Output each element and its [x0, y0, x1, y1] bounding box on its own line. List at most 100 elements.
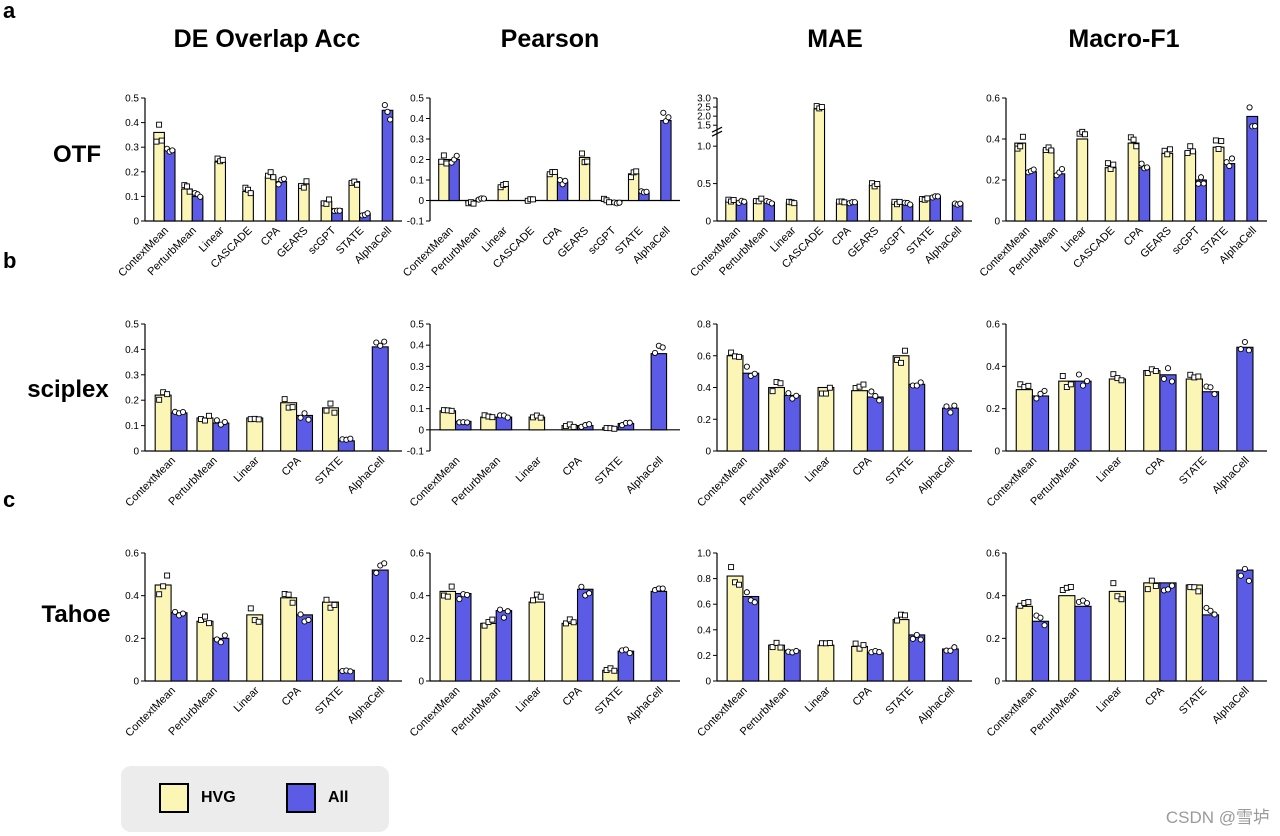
replicate-marker-hvg [270, 174, 277, 181]
replicate-marker-hvg [777, 380, 784, 387]
y-tick-label: 0.4 [410, 591, 424, 602]
replicate-marker-all [1251, 123, 1259, 130]
bar-hvg-cpa [851, 390, 868, 452]
replicate-marker-all [1058, 166, 1066, 173]
replicate-marker-hvg [285, 591, 292, 598]
replicate-marker-all [626, 419, 633, 426]
replicate-marker-hvg [822, 390, 829, 397]
y-tick-label: 2.5 [697, 103, 711, 114]
category-label-alphacell: AlphaCell [1210, 685, 1252, 727]
replicate-marker-all [751, 599, 758, 606]
replicate-marker-hvg [894, 617, 901, 624]
replicate-marker-hvg [1104, 160, 1111, 167]
replicate-marker-hvg [1025, 599, 1032, 606]
bar-hvg-cpa [561, 622, 579, 682]
replicate-marker-all [1200, 180, 1207, 187]
replicate-marker-hvg [791, 200, 798, 207]
y-tick-label: 0.3 [125, 143, 139, 154]
replicate-marker-all [1168, 582, 1176, 589]
replicate-marker-all [917, 636, 924, 643]
legend: HVG All [121, 766, 389, 832]
replicate-marker-hvg [1189, 148, 1196, 155]
bar-all-alphacell [371, 569, 389, 682]
bar-hvg-cpa [1143, 370, 1161, 452]
replicate-marker-hvg [156, 121, 163, 128]
bar-all-perturbmean [1074, 605, 1092, 682]
replicate-marker-hvg [444, 593, 451, 600]
replicate-marker-all [297, 414, 304, 421]
replicate-marker-hvg [1130, 136, 1137, 143]
replicate-marker-hvg [331, 409, 338, 416]
bar-hvg-linear [1108, 378, 1127, 452]
bar-hvg-cpa [280, 597, 298, 682]
replicate-marker-all [305, 416, 312, 423]
replicate-marker-hvg [1152, 368, 1159, 375]
bar-all-contextmean [1031, 620, 1050, 682]
replicate-marker-all [464, 419, 471, 426]
replicate-marker-all [1195, 180, 1202, 187]
replicate-marker-all [793, 392, 800, 399]
replicate-marker-hvg [331, 601, 338, 608]
bar-hvg-linear [817, 386, 835, 452]
y-tick-label: 0 [705, 217, 711, 228]
replicate-marker-hvg [1167, 146, 1173, 153]
category-label-scgpt: scGPT [306, 224, 338, 256]
replicate-marker-hvg [736, 353, 742, 360]
replicate-marker-hvg [730, 196, 737, 203]
bar-hvg-cpa [1127, 142, 1140, 222]
replicate-marker-hvg [924, 195, 931, 202]
replicate-marker-hvg [300, 184, 307, 191]
bar-all-state [1201, 391, 1220, 452]
bar-all-contextmean [742, 595, 760, 682]
metric-title-pearson: Pearson [500, 25, 600, 53]
category-label-state: STATE [593, 685, 625, 717]
replicate-marker-all [364, 210, 371, 217]
replicate-marker-all [659, 585, 666, 592]
replicate-marker-hvg [156, 396, 163, 403]
bar-hvg-state [892, 355, 910, 452]
bar-all-contextmean [163, 149, 176, 222]
replicate-marker-hvg [611, 667, 618, 674]
replicate-marker-hvg [1082, 131, 1088, 138]
replicate-marker-hvg [1059, 372, 1066, 379]
replicate-marker-hvg [769, 388, 776, 395]
replicate-marker-hvg [826, 384, 833, 391]
y-tick-label: 0.2 [410, 634, 424, 645]
replicate-marker-all [586, 421, 593, 428]
replicate-marker-hvg [281, 396, 288, 403]
replicate-marker-hvg [448, 407, 455, 414]
category-label-state: STATE [883, 455, 915, 487]
replicate-marker-hvg [247, 190, 254, 197]
replicate-marker-all [387, 116, 394, 123]
y-tick-label: 0.6 [697, 351, 711, 362]
replicate-marker-hvg [562, 620, 569, 627]
y-tick-label: 0.6 [125, 549, 139, 560]
replicate-marker-hvg [438, 158, 445, 165]
replicate-marker-all [1041, 387, 1048, 394]
replicate-marker-all [500, 614, 507, 621]
replicate-marker-hvg [570, 423, 577, 430]
replicate-marker-all [851, 199, 858, 206]
category-label-gears: GEARS [275, 225, 311, 261]
replicate-marker-hvg [303, 178, 310, 185]
replicate-marker-hvg [1048, 147, 1055, 154]
replicate-marker-all [1226, 162, 1233, 170]
legend-label-hvg: HVG [201, 789, 236, 806]
replicate-marker-all [172, 608, 179, 615]
y-tick-label: 1.0 [697, 549, 711, 560]
y-tick-label: 0.1 [410, 176, 424, 187]
chart-otf-pearson: -0.100.10.20.30.40.5ContextMeanPerturbMe… [401, 94, 680, 279]
bar-hvg-cpa [264, 176, 277, 222]
replicate-marker-hvg [902, 612, 908, 619]
replicate-marker-all [913, 631, 920, 638]
replicate-marker-all [934, 193, 941, 200]
replicate-marker-hvg [728, 564, 735, 571]
bar-hvg-cpa [1143, 582, 1161, 682]
category-label-state: STATE [883, 685, 915, 717]
replicate-marker-hvg [219, 156, 226, 163]
bar-all-cpa [866, 396, 884, 452]
replicate-marker-hvg [470, 200, 477, 207]
bar-all-alphacell [1236, 569, 1254, 682]
bar-hvg-state [1212, 146, 1225, 222]
y-tick-label: 3.0 [697, 94, 711, 105]
